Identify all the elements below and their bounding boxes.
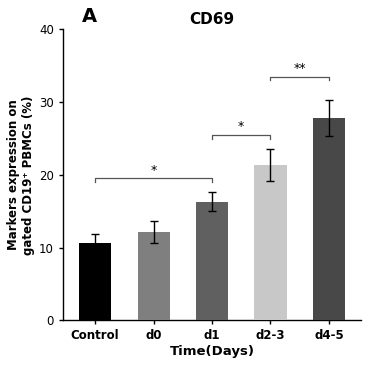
Text: *: * [151, 164, 157, 177]
Title: CD69: CD69 [190, 12, 234, 27]
Bar [313, 118, 345, 320]
X-axis label: Time(Days): Time(Days) [170, 345, 255, 358]
Bar [79, 243, 111, 320]
Bar [254, 165, 287, 320]
Text: **: ** [293, 62, 306, 75]
Text: *: * [238, 120, 244, 134]
Y-axis label: Markers expression on
gated CD19⁺ PBMCs (%): Markers expression on gated CD19⁺ PBMCs … [7, 95, 35, 254]
Bar [196, 202, 228, 320]
Text: A: A [82, 7, 98, 26]
Bar [138, 232, 170, 320]
